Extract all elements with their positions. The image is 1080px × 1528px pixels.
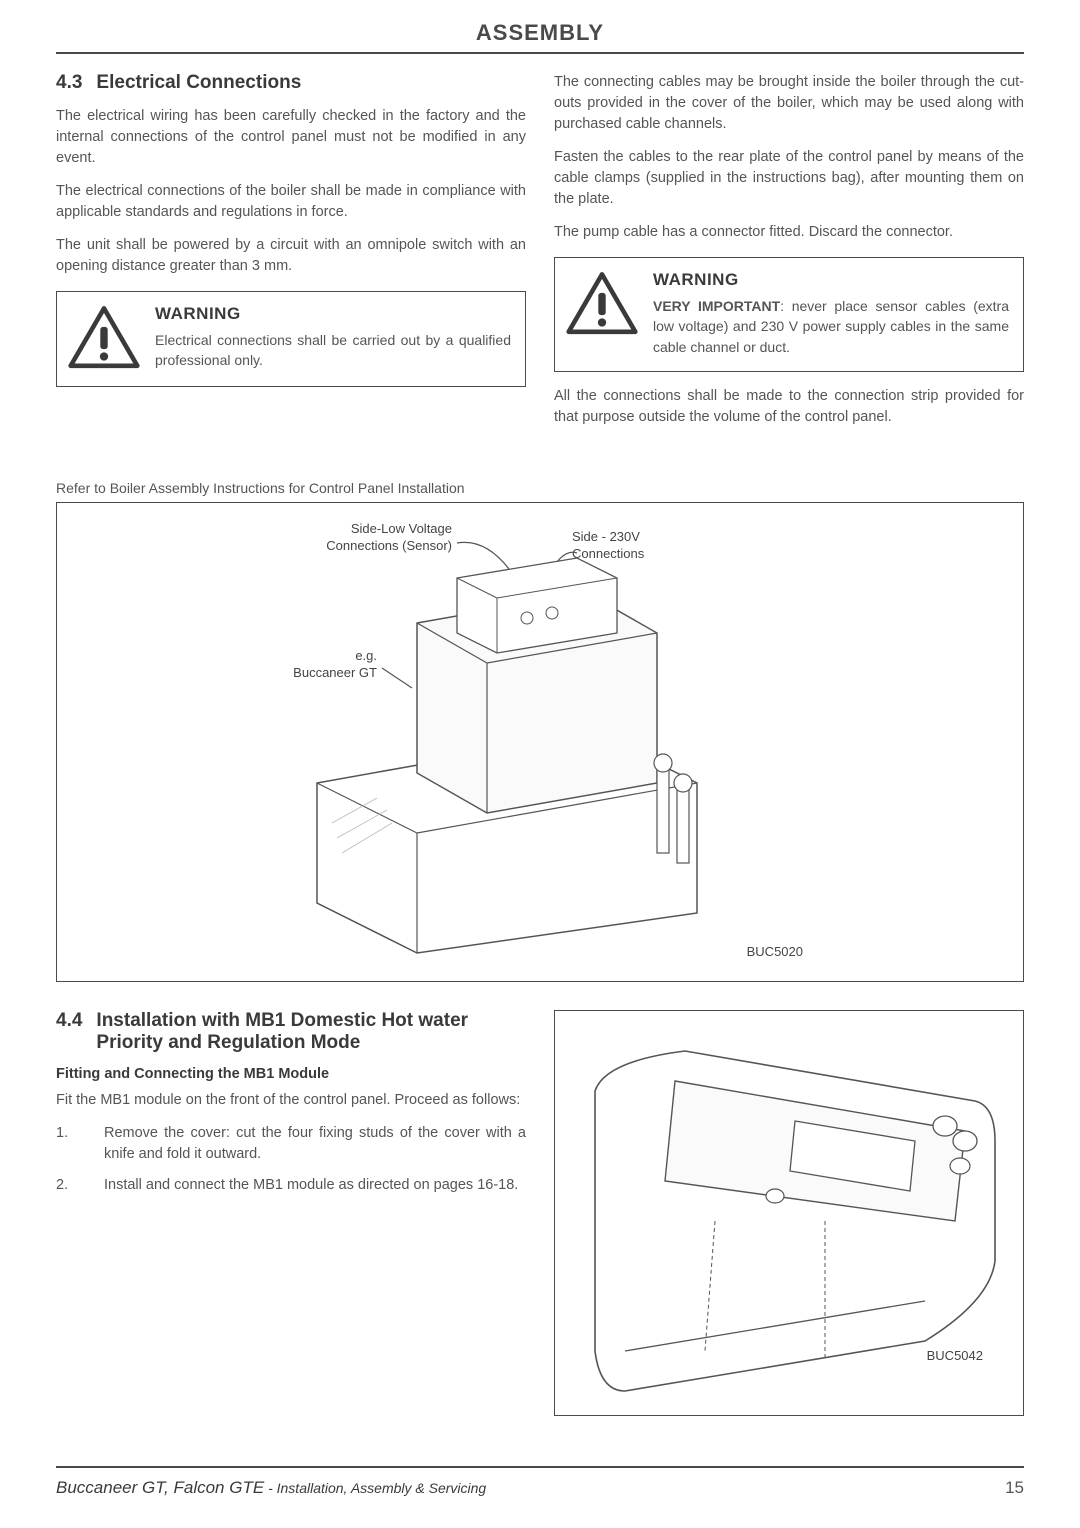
col-4-4-right: BUC5042 (554, 1010, 1024, 1416)
control-panel-diagram (565, 1021, 1015, 1401)
footer-desc: - Installation, Assembly & Servicing (264, 1480, 486, 1496)
warning-text-2: WARNING VERY IMPORTANT: never place sens… (653, 270, 1009, 357)
para-4-4-intro: Fit the MB1 module on the front of the c… (56, 1090, 526, 1111)
section-4-4: 4.4 Installation with MB1 Domestic Hot w… (56, 1010, 1024, 1416)
warning-title-1: WARNING (155, 304, 511, 324)
subheading-4-4: Fitting and Connecting the MB1 Module (56, 1066, 526, 1082)
col-4-4-left: 4.4 Installation with MB1 Domestic Hot w… (56, 1010, 526, 1416)
warning-title-2: WARNING (653, 270, 1009, 290)
boiler-diagram (257, 523, 817, 963)
steps-list: 1. Remove the cover: cut the four fixing… (56, 1123, 526, 1196)
figure-2: BUC5042 (554, 1010, 1024, 1416)
col-left: 4.3 Electrical Connections The electrica… (56, 72, 526, 440)
warning-body-2: VERY IMPORTANT: never place sensor cable… (653, 296, 1009, 357)
heading-number: 4.3 (56, 72, 82, 94)
para-4-3-6: The pump cable has a connector fitted. D… (554, 222, 1024, 243)
step-1: 1. Remove the cover: cut the four fixing… (56, 1123, 526, 1165)
para-4-3-7: All the connections shall be made to the… (554, 386, 1024, 428)
warning-box-1: WARNING Electrical connections shall be … (56, 291, 526, 387)
para-4-3-1: The electrical wiring has been carefully… (56, 106, 526, 169)
figure-1-caption: Refer to Boiler Assembly Instructions fo… (56, 480, 1024, 496)
warning-box-2: WARNING VERY IMPORTANT: never place sens… (554, 257, 1024, 372)
warning-body-1: Electrical connections shall be carried … (155, 330, 511, 371)
section-4-3: 4.3 Electrical Connections The electrica… (56, 72, 1024, 440)
footer-page-number: 15 (1005, 1478, 1024, 1498)
heading-title: Electrical Connections (96, 72, 301, 94)
para-4-3-2: The electrical connections of the boiler… (56, 181, 526, 223)
step-1-num: 1. (56, 1123, 74, 1165)
step-2-num: 2. (56, 1175, 74, 1196)
warning-text-1: WARNING Electrical connections shall be … (155, 304, 511, 371)
para-4-3-3: The unit shall be powered by a circuit w… (56, 235, 526, 277)
step-2: 2. Install and connect the MB1 module as… (56, 1175, 526, 1196)
para-4-3-4: The connecting cables may be brought ins… (554, 72, 1024, 135)
footer-models: Buccaneer GT, Falcon GTE (56, 1478, 264, 1497)
para-4-3-5: Fasten the cables to the rear plate of t… (554, 147, 1024, 210)
step-1-text: Remove the cover: cut the four fixing st… (104, 1123, 526, 1165)
figure-1: Side-Low Voltage Connections (Sensor) Si… (56, 502, 1024, 982)
footer-title: Buccaneer GT, Falcon GTE - Installation,… (56, 1478, 486, 1498)
heading-4-4: 4.4 Installation with MB1 Domestic Hot w… (56, 1010, 526, 1054)
warning-triangle-icon (565, 270, 639, 338)
warning-triangle-icon (67, 304, 141, 372)
col-right: The connecting cables may be brought ins… (554, 72, 1024, 440)
heading-number-44: 4.4 (56, 1010, 82, 1054)
page-title: ASSEMBLY (56, 20, 1024, 54)
heading-4-3: 4.3 Electrical Connections (56, 72, 526, 94)
heading-title-44: Installation with MB1 Domestic Hot water… (96, 1010, 526, 1054)
step-2-text: Install and connect the MB1 module as di… (104, 1175, 526, 1196)
page-footer: Buccaneer GT, Falcon GTE - Installation,… (56, 1466, 1024, 1498)
